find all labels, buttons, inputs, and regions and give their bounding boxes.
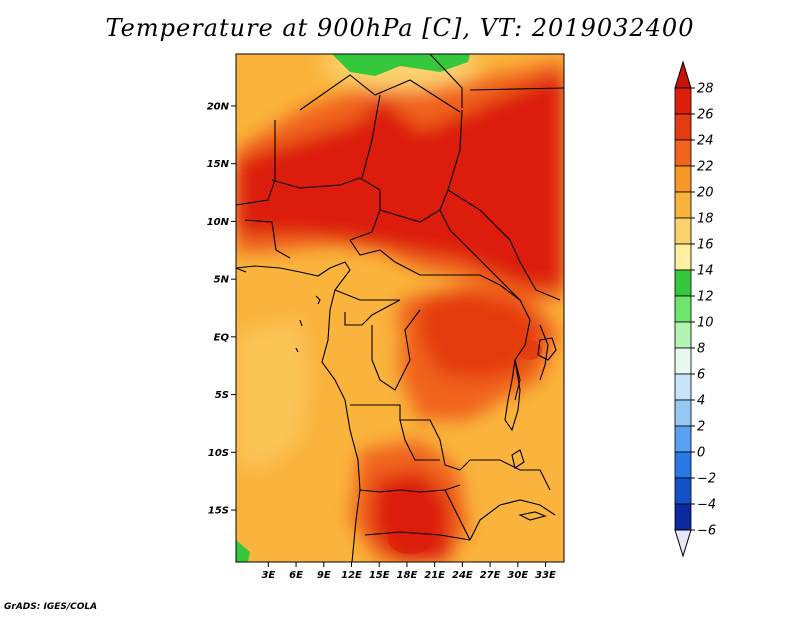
colorbar-label: 4 <box>697 394 705 409</box>
colorbar-box <box>674 87 692 115</box>
lon-tick-label: 12E <box>341 570 362 581</box>
colorbar-box <box>674 113 692 141</box>
lon-tick-label: 9E <box>317 570 331 581</box>
colorbar-box <box>674 399 692 427</box>
lon-tick-label: 3E <box>261 570 275 581</box>
lon-tick-label: 30E <box>507 570 528 581</box>
grads-credit: GrADS: IGES/COLA <box>4 602 98 612</box>
colorbar-label: −2 <box>697 472 716 487</box>
colorbar-box <box>674 165 692 193</box>
colorbar-box <box>674 477 692 505</box>
map-title: Temperature at 900hPa [C], VT: 201903240… <box>105 14 695 42</box>
colorbar-top-arrow <box>674 60 692 89</box>
colorbar-box <box>674 139 692 167</box>
lon-tick-label: 15E <box>369 570 390 581</box>
lon-tick-label: 33E <box>535 570 556 581</box>
colorbar-box <box>674 243 692 271</box>
colorbar-label: 18 <box>697 212 714 227</box>
lat-tick-label: 5N <box>214 275 230 286</box>
colorbar-box <box>674 295 692 323</box>
colorbar-label: 20 <box>697 186 714 201</box>
colorbar-label: 0 <box>697 446 705 461</box>
lat-tick-label: 15S <box>208 506 229 517</box>
colorbar-box <box>674 503 692 531</box>
colorbar-box <box>674 191 692 219</box>
colorbar-label: −4 <box>697 498 716 513</box>
country-borders <box>236 54 564 562</box>
colorbar-box <box>674 321 692 349</box>
colorbar-label: 14 <box>697 264 714 279</box>
colorbar-label: 2 <box>697 420 705 435</box>
colorbar-label: 16 <box>697 238 714 253</box>
lat-tick-label: 10N <box>207 217 230 228</box>
lon-tick-label: 24E <box>452 570 473 581</box>
longitude-axis: 3E 6E 9E 12E 15E 18E 21E 24E 27E 30E 33E <box>261 562 556 581</box>
map-frame <box>235 53 565 563</box>
colorbar-box <box>674 373 692 401</box>
lon-tick-label: 6E <box>289 570 303 581</box>
colorbar-label: −6 <box>697 524 716 539</box>
colorbar-label: 24 <box>697 134 714 149</box>
lon-tick-label: 27E <box>480 570 501 581</box>
colorbar-label: 28 <box>697 82 714 97</box>
lat-tick-label: 10S <box>208 448 229 459</box>
colorbar-label: 10 <box>697 316 714 331</box>
lon-tick-label: 18E <box>397 570 418 581</box>
lon-tick-label: 21E <box>424 570 445 581</box>
temperature-field <box>236 54 564 562</box>
colorbar-box <box>674 347 692 375</box>
lat-tick-label: 15N <box>207 159 230 170</box>
colorbar-label: 12 <box>697 290 714 305</box>
lat-tick-label: 5S <box>215 390 229 401</box>
colorbar-box <box>674 269 692 297</box>
colorbar-label: 22 <box>697 160 714 175</box>
colorbar-box <box>674 217 692 245</box>
colorbar-label: 8 <box>697 342 705 357</box>
lat-tick-label: EQ <box>214 332 230 343</box>
colorbar-box <box>674 425 692 453</box>
colorbar-bottom-arrow <box>674 529 692 558</box>
colorbar-label: 26 <box>697 108 714 123</box>
latitude-axis: 20N 15N 10N 5N EQ 5S 10S 15S <box>207 101 236 517</box>
colorbar-label: 6 <box>697 368 705 383</box>
lat-tick-label: 20N <box>207 101 230 112</box>
colorbar-box <box>674 451 692 479</box>
